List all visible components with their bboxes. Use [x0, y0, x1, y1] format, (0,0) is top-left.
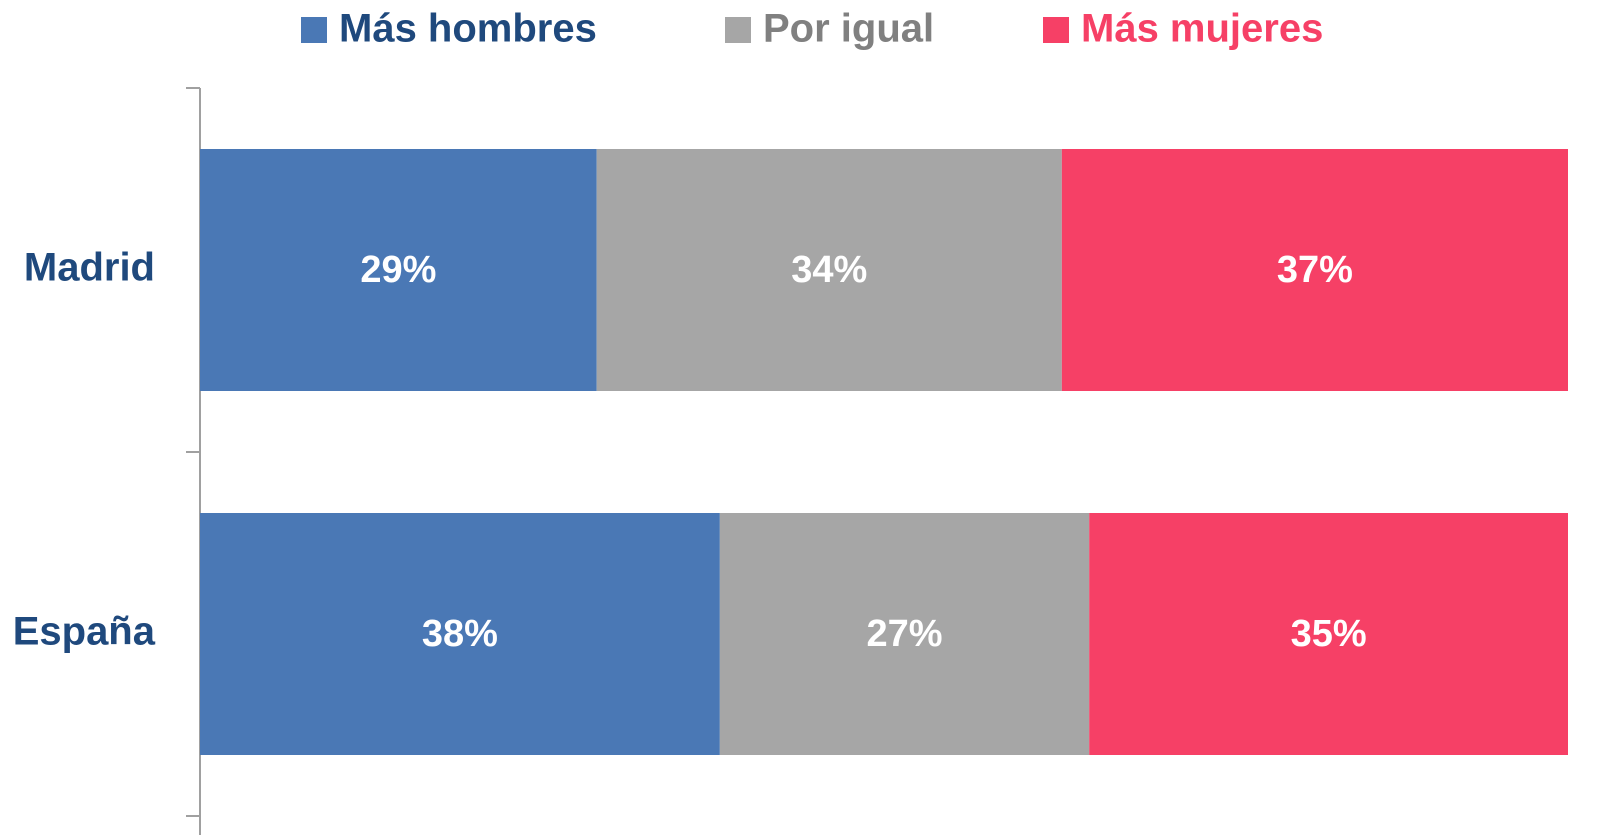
bar-segment — [200, 149, 597, 391]
legend-label: Más hombres — [339, 7, 597, 51]
category-label: España — [13, 610, 156, 654]
bar-segment — [1061, 149, 1568, 391]
bar-segment — [1089, 513, 1568, 755]
bar-segment — [596, 149, 1062, 391]
value-label: 37% — [1277, 249, 1353, 291]
category-label: Madrid — [24, 246, 155, 290]
value-label: 27% — [866, 613, 942, 655]
value-label: 35% — [1291, 613, 1367, 655]
value-label: 38% — [422, 613, 498, 655]
legend-swatch — [301, 17, 327, 43]
legend-label: Más mujeres — [1081, 7, 1323, 51]
value-label: 29% — [360, 249, 436, 291]
legend-swatch — [725, 17, 751, 43]
legend-swatch — [1043, 17, 1069, 43]
bar-segment — [719, 513, 1090, 755]
value-label: 34% — [791, 249, 867, 291]
legend-label: Por igual — [763, 7, 934, 51]
bar-segment — [200, 513, 720, 755]
